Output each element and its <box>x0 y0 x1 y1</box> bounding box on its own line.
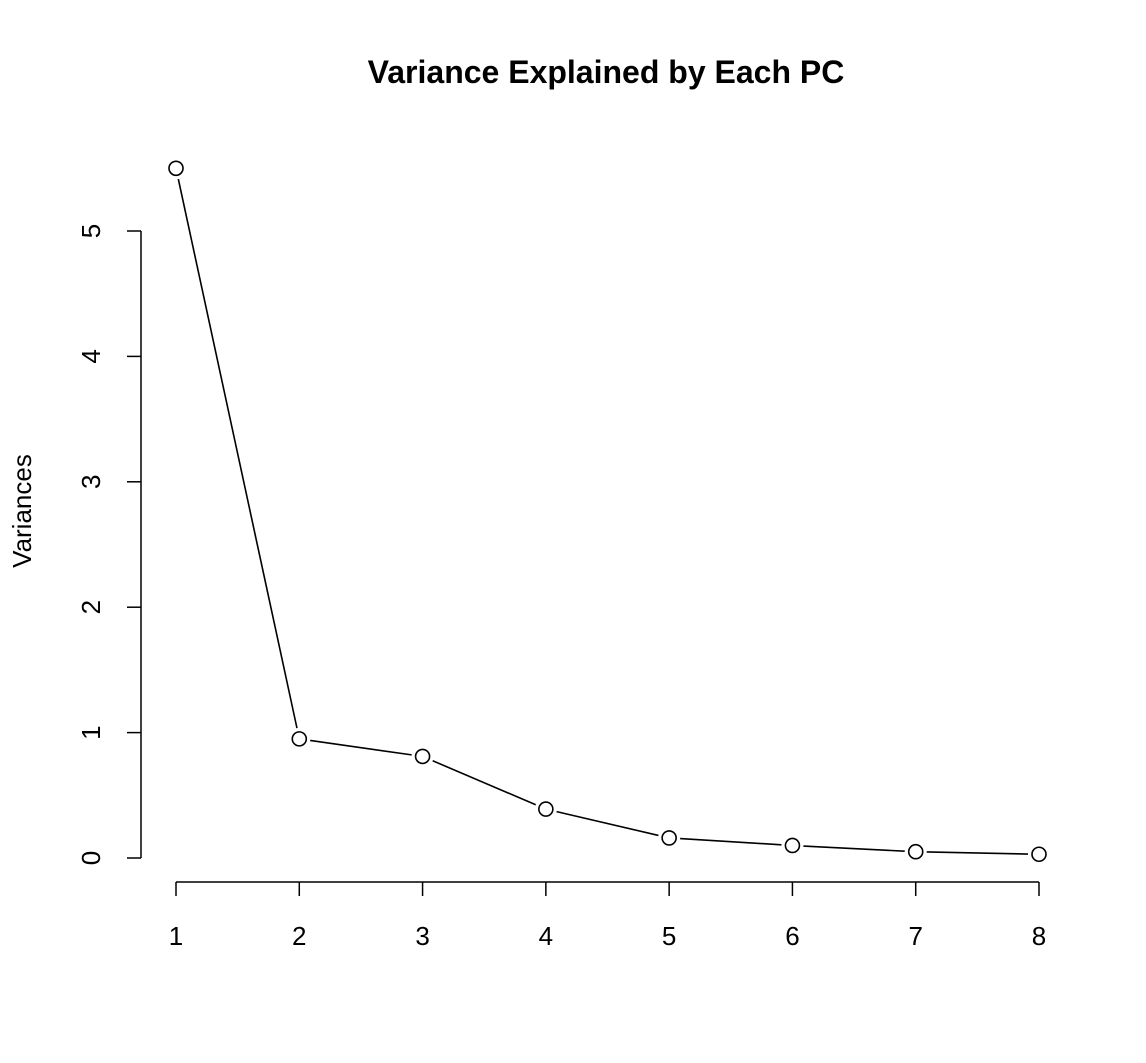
series-line-segment-7 <box>926 851 1029 855</box>
series-line-segment-4 <box>556 810 659 837</box>
chart-title: Variance Explained by Each PC <box>368 54 845 90</box>
series-line-segment-3 <box>432 760 537 806</box>
x-axis: 1 2 3 4 5 6 7 8 <box>169 881 1046 951</box>
data-point-pc3 <box>414 748 431 765</box>
data-point-pc7 <box>907 843 924 860</box>
data-point-pc6 <box>784 837 801 854</box>
series-line-segment-2 <box>310 739 412 756</box>
x-tick-label-7: 7 <box>908 921 922 951</box>
series-line-segment-6 <box>803 845 905 852</box>
x-tick-label-6: 6 <box>785 921 799 951</box>
y-tick-label-3: 3 <box>76 475 106 489</box>
series-layer <box>168 160 1047 863</box>
y-axis-label: Variances <box>7 454 37 568</box>
data-point-pc1 <box>168 160 184 177</box>
y-tick-label-1: 1 <box>76 725 106 739</box>
y-tick-label-2: 2 <box>76 600 106 614</box>
x-tick-label-5: 5 <box>662 921 676 951</box>
series-line-segment-1 <box>177 178 298 729</box>
y-tick-label-5: 5 <box>76 224 106 238</box>
data-point-pc8 <box>1031 846 1047 863</box>
x-tick-label-2: 2 <box>292 921 306 951</box>
x-tick-label-1: 1 <box>169 921 183 951</box>
x-tick-label-3: 3 <box>415 921 429 951</box>
y-tick-label-0: 0 <box>76 851 106 865</box>
data-point-pc2 <box>291 731 308 747</box>
series-line-segment-5 <box>680 837 782 846</box>
y-axis: 0 1 2 3 4 5 <box>76 224 142 865</box>
y-tick-label-4: 4 <box>76 349 106 363</box>
data-point-pc4 <box>538 801 554 817</box>
data-point-pc5 <box>661 830 677 846</box>
x-tick-label-4: 4 <box>539 921 553 951</box>
x-tick-label-8: 8 <box>1032 921 1046 951</box>
